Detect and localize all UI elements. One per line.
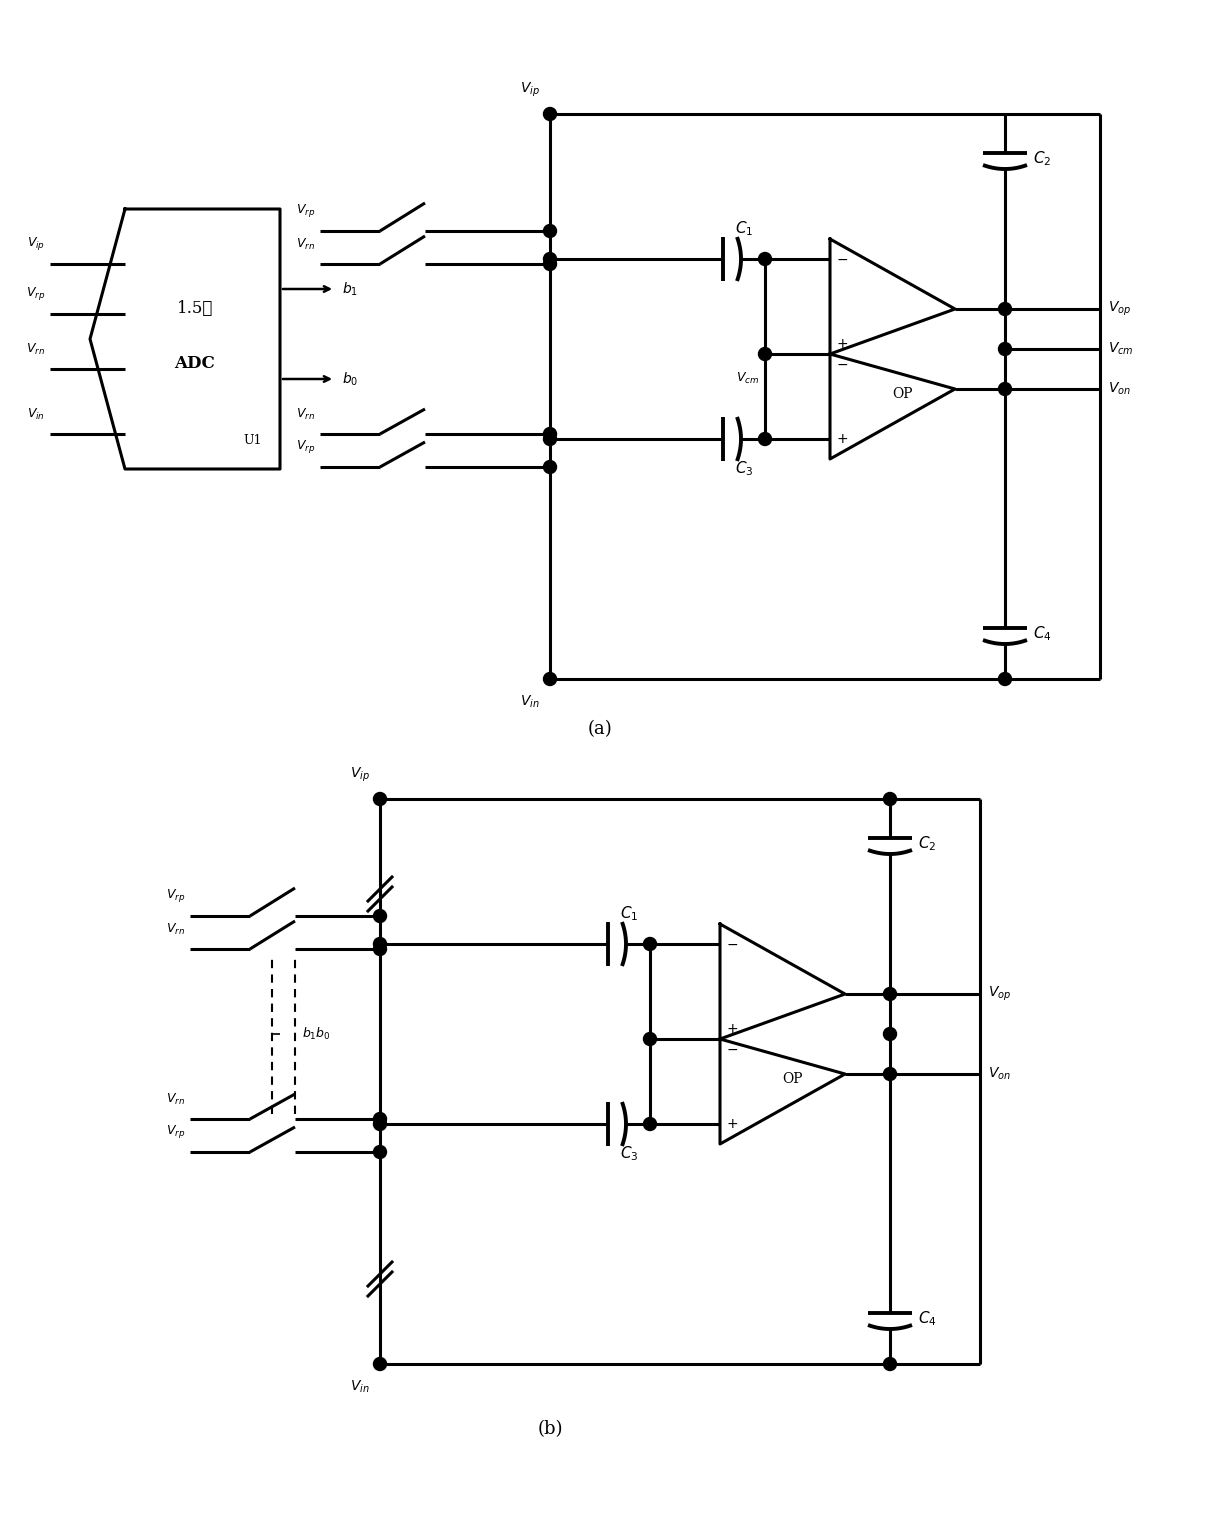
Text: $V_{op}$: $V_{op}$	[988, 985, 1011, 1003]
Text: $V_{in}$: $V_{in}$	[27, 407, 45, 422]
Circle shape	[373, 1113, 387, 1126]
Circle shape	[373, 792, 387, 806]
Text: U1: U1	[244, 434, 262, 447]
Circle shape	[759, 433, 771, 445]
Text: $-$: $-$	[836, 251, 848, 267]
Circle shape	[373, 1146, 387, 1158]
Text: OP: OP	[782, 1071, 803, 1087]
Circle shape	[543, 460, 557, 474]
Circle shape	[543, 258, 557, 270]
Circle shape	[759, 253, 771, 265]
Text: $C_2$: $C_2$	[918, 835, 936, 853]
Circle shape	[543, 253, 557, 265]
Circle shape	[999, 672, 1011, 686]
Text: $-$: $-$	[726, 1042, 738, 1056]
Text: $+$: $+$	[726, 1117, 738, 1131]
Text: $V_{rn}$: $V_{rn}$	[166, 922, 185, 937]
Text: $V_{ip}$: $V_{ip}$	[27, 235, 45, 251]
Circle shape	[999, 302, 1011, 315]
Text: $C_3$: $C_3$	[734, 460, 754, 479]
Circle shape	[543, 672, 557, 686]
Text: $V_{on}$: $V_{on}$	[988, 1065, 1011, 1082]
Circle shape	[543, 108, 557, 120]
Circle shape	[759, 347, 771, 361]
Text: $V_{rn}$: $V_{rn}$	[166, 1091, 185, 1106]
Circle shape	[543, 224, 557, 238]
Text: $V_{rp}$: $V_{rp}$	[296, 437, 315, 456]
Text: $b_1 b_0$: $b_1 b_0$	[302, 1026, 330, 1042]
Circle shape	[884, 988, 896, 1000]
Text: $V_{in}$: $V_{in}$	[520, 693, 540, 710]
Text: $+$: $+$	[836, 337, 848, 351]
Text: $C_1$: $C_1$	[621, 905, 639, 924]
Circle shape	[543, 428, 557, 440]
Circle shape	[543, 433, 557, 445]
Text: $V_{rp}$: $V_{rp}$	[165, 887, 185, 904]
Text: $-$: $-$	[726, 937, 738, 951]
Text: $V_{rp}$: $V_{rp}$	[26, 285, 45, 302]
Text: $V_{rn}$: $V_{rn}$	[26, 341, 45, 357]
Text: 1.5位: 1.5位	[176, 300, 213, 317]
Circle shape	[373, 910, 387, 922]
Text: $V_{on}$: $V_{on}$	[1108, 381, 1131, 398]
Text: $V_{in}$: $V_{in}$	[350, 1379, 370, 1396]
Text: $V_{cm}$: $V_{cm}$	[1108, 341, 1133, 357]
Text: $V_{op}$: $V_{op}$	[1108, 300, 1131, 319]
Circle shape	[884, 1067, 896, 1081]
Text: $+$: $+$	[726, 1023, 738, 1036]
Text: $V_{ip}$: $V_{ip}$	[350, 765, 370, 783]
Text: $V_{rp}$: $V_{rp}$	[165, 1123, 185, 1140]
Text: (a): (a)	[588, 719, 612, 738]
Circle shape	[373, 1358, 387, 1370]
Text: $C_3$: $C_3$	[621, 1145, 639, 1163]
Circle shape	[373, 1117, 387, 1131]
Text: $V_{rn}$: $V_{rn}$	[296, 407, 315, 422]
Text: $+$: $+$	[836, 431, 848, 447]
Circle shape	[884, 1027, 896, 1041]
Text: $V_{rp}$: $V_{rp}$	[296, 203, 315, 219]
Circle shape	[373, 937, 387, 951]
Text: $V_{ip}$: $V_{ip}$	[520, 81, 540, 99]
Text: $C_2$: $C_2$	[1033, 149, 1051, 168]
Circle shape	[999, 383, 1011, 396]
Circle shape	[884, 1358, 896, 1370]
Circle shape	[644, 1117, 656, 1131]
Text: $b_1$: $b_1$	[341, 280, 359, 297]
Text: $V_{cm}$: $V_{cm}$	[736, 370, 759, 386]
Text: OP: OP	[892, 387, 913, 401]
Text: (b): (b)	[537, 1420, 563, 1439]
Circle shape	[884, 792, 896, 806]
Text: $C_4$: $C_4$	[918, 1309, 936, 1329]
Text: $C_4$: $C_4$	[1033, 625, 1051, 643]
Text: $b_0$: $b_0$	[341, 370, 359, 387]
Text: $V_{rn}$: $V_{rn}$	[296, 236, 315, 251]
Circle shape	[644, 937, 656, 951]
Text: $-$: $-$	[836, 357, 848, 370]
Circle shape	[373, 942, 387, 956]
Circle shape	[999, 343, 1011, 355]
Text: ADC: ADC	[175, 355, 215, 372]
Circle shape	[644, 1032, 656, 1045]
Text: $C_1$: $C_1$	[734, 219, 753, 238]
